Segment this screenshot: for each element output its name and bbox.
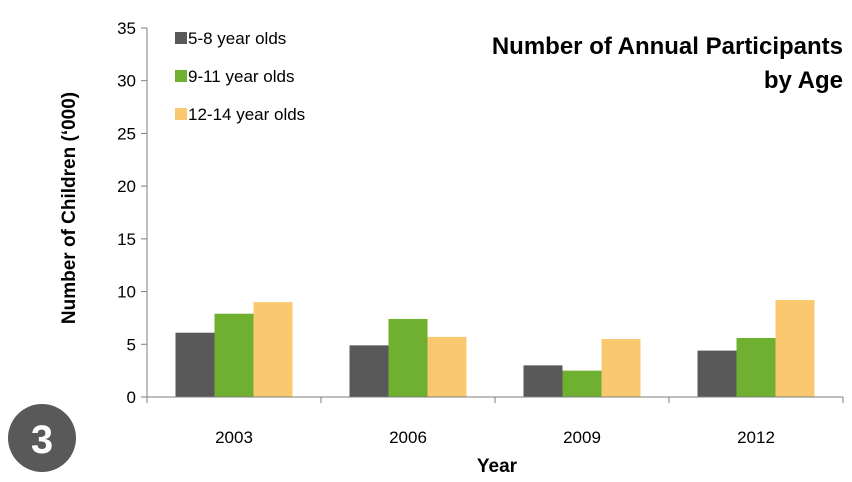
bars — [175, 300, 815, 397]
y-tick-label: 20 — [117, 177, 136, 196]
x-axis-title: Year — [477, 456, 518, 477]
x-axis-ticks: 2003 2006 2009 2012 — [215, 428, 775, 447]
legend-label: 5-8 year olds — [188, 29, 286, 48]
legend-label: 12-14 year olds — [188, 105, 305, 124]
y-tick-label: 35 — [117, 19, 136, 38]
badge-number: 3 — [31, 418, 53, 462]
bar — [697, 350, 737, 397]
y-tick-label: 30 — [117, 72, 136, 91]
y-tick-label: 25 — [117, 124, 136, 143]
bar — [775, 300, 815, 397]
y-tick-label: 10 — [117, 283, 136, 302]
legend-swatch — [175, 70, 187, 82]
bar — [349, 345, 389, 397]
x-tick-label: 2006 — [389, 428, 427, 447]
y-tick-label: 5 — [127, 335, 136, 354]
x-tick-label: 2003 — [215, 428, 253, 447]
y-axis-ticks: 0 5 10 15 20 25 30 35 — [117, 19, 136, 407]
axes — [141, 27, 844, 403]
y-tick-label: 0 — [127, 388, 136, 407]
bar — [523, 365, 563, 397]
chart-title-line-2: by Age — [764, 67, 843, 94]
bar — [388, 318, 428, 397]
badge-circle — [8, 404, 76, 472]
bar — [601, 339, 641, 397]
bar — [175, 332, 215, 397]
legend-swatch — [175, 108, 187, 120]
y-tick-label: 15 — [117, 230, 136, 249]
step-number-badge: 3 — [8, 404, 76, 472]
x-tick-label: 2009 — [563, 428, 601, 447]
y-axis-title: Number of Children (‘000) — [59, 92, 80, 324]
chart-title-line-1: Number of Annual Participants — [492, 33, 843, 60]
bar — [562, 370, 602, 397]
x-tick-label: 2012 — [737, 428, 775, 447]
bar — [253, 302, 293, 397]
bar — [214, 313, 254, 397]
bar — [736, 337, 776, 397]
legend-swatch — [175, 32, 187, 44]
legend-label: 9-11 year olds — [188, 67, 294, 86]
bar — [427, 336, 467, 397]
legend: 5-8 year olds 9-11 year olds 12-14 year ol… — [175, 29, 305, 124]
